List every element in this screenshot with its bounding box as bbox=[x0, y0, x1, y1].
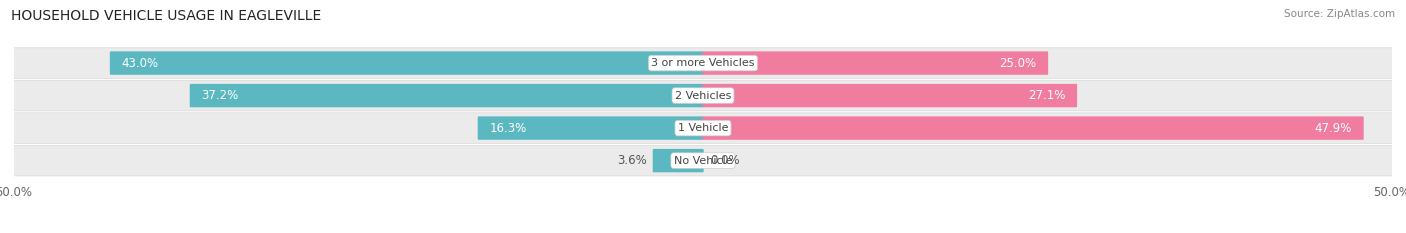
Text: 3 or more Vehicles: 3 or more Vehicles bbox=[651, 58, 755, 68]
Text: 43.0%: 43.0% bbox=[121, 57, 159, 70]
Text: Source: ZipAtlas.com: Source: ZipAtlas.com bbox=[1284, 9, 1395, 19]
FancyBboxPatch shape bbox=[13, 113, 1393, 143]
Text: 0.0%: 0.0% bbox=[710, 154, 740, 167]
Legend: Owner-occupied, Renter-occupied: Owner-occupied, Renter-occupied bbox=[575, 230, 831, 233]
Text: 27.1%: 27.1% bbox=[1028, 89, 1066, 102]
Text: 47.9%: 47.9% bbox=[1315, 122, 1353, 135]
FancyBboxPatch shape bbox=[110, 51, 703, 75]
FancyBboxPatch shape bbox=[478, 116, 703, 140]
Text: 16.3%: 16.3% bbox=[489, 122, 527, 135]
Text: 1 Vehicle: 1 Vehicle bbox=[678, 123, 728, 133]
FancyBboxPatch shape bbox=[13, 145, 1393, 176]
FancyBboxPatch shape bbox=[703, 51, 1047, 75]
Text: 3.6%: 3.6% bbox=[617, 154, 647, 167]
Text: 2 Vehicles: 2 Vehicles bbox=[675, 91, 731, 101]
FancyBboxPatch shape bbox=[703, 84, 1077, 107]
FancyBboxPatch shape bbox=[13, 80, 1393, 111]
Text: No Vehicle: No Vehicle bbox=[673, 156, 733, 166]
FancyBboxPatch shape bbox=[652, 149, 703, 172]
FancyBboxPatch shape bbox=[190, 84, 703, 107]
Text: 37.2%: 37.2% bbox=[201, 89, 239, 102]
Text: HOUSEHOLD VEHICLE USAGE IN EAGLEVILLE: HOUSEHOLD VEHICLE USAGE IN EAGLEVILLE bbox=[11, 9, 322, 23]
FancyBboxPatch shape bbox=[703, 116, 1364, 140]
Text: 25.0%: 25.0% bbox=[1000, 57, 1036, 70]
FancyBboxPatch shape bbox=[13, 48, 1393, 78]
